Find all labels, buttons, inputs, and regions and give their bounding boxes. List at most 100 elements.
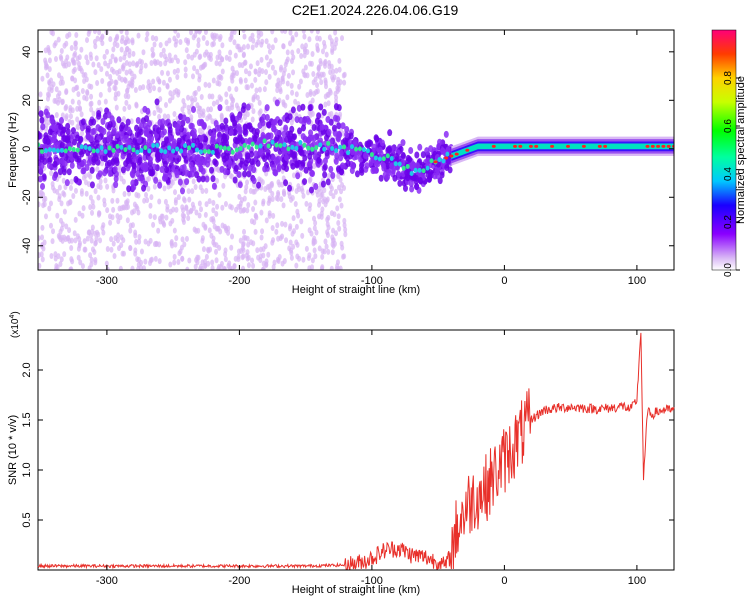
spectrogram-speckle: [230, 233, 235, 240]
spectrogram-speckle: [373, 166, 379, 174]
spectrogram-speckle: [110, 214, 115, 221]
spectrogram-speckle: [284, 116, 290, 124]
spectrogram-speckle: [144, 36, 149, 43]
spectrogram-speckle: [330, 241, 335, 248]
spectrogram-speckle: [204, 175, 210, 183]
spectrogram-ridge-dot: [373, 155, 378, 161]
spectrogram-ridge-dot: [401, 165, 406, 171]
spectrogram-speckle: [121, 65, 126, 72]
spectrogram-speckle: [41, 191, 46, 198]
spectrogram-speckle: [80, 263, 85, 270]
spectrogram-ridge-dot: [115, 143, 120, 149]
spectrogram-speckle: [45, 95, 50, 102]
spectrogram-speckle: [252, 188, 257, 195]
spectrogram-speckle: [118, 214, 123, 221]
spectrogram-speckle: [324, 51, 329, 58]
spectrogram-ridge-dot: [270, 139, 275, 145]
spectrogram-speckle: [127, 52, 132, 59]
spectrogram-ridge-dot: [409, 170, 414, 176]
spectrogram-speckle: [232, 39, 237, 46]
spectrogram-speckle: [327, 63, 332, 70]
spectrogram-speckle: [165, 203, 170, 210]
spectrogram-speckle: [333, 103, 339, 111]
spectrogram-speckle: [183, 72, 188, 79]
spectrogram-speckle: [78, 65, 83, 72]
spectrogram-x-tick-label: -200: [228, 275, 250, 287]
spectrogram-speckle: [342, 253, 347, 260]
spectrogram-speckle: [282, 257, 287, 264]
spectrogram-speckle: [293, 201, 298, 208]
spectrogram-speckle: [93, 69, 98, 76]
spectrogram-speckle: [88, 51, 93, 58]
spectrogram-speckle: [424, 147, 430, 155]
spectrogram-speckle: [297, 186, 302, 193]
spectrogram-ridge-dot: [63, 148, 68, 154]
spectrogram-ridge-dot: [278, 142, 283, 148]
spectrogram-speckle: [89, 93, 94, 100]
spectrogram-speckle: [293, 98, 298, 105]
spectrogram-speckle: [213, 159, 219, 167]
spectrogram-speckle: [285, 56, 290, 63]
spectrogram-speckle: [49, 253, 54, 260]
spectrogram-speckle: [273, 136, 279, 144]
spectrogram-speckle: [245, 179, 250, 186]
spectrogram-speckle: [86, 30, 91, 37]
spectrogram-speckle: [210, 175, 216, 183]
spectrogram-speckle: [174, 235, 179, 242]
spectrogram-speckle: [79, 46, 84, 53]
spectrogram-speckle: [102, 53, 107, 60]
spectrogram-speckle: [191, 178, 196, 185]
spectrogram-speckle: [295, 253, 300, 260]
spectrogram-speckle: [89, 256, 94, 263]
spectrogram-speckle: [333, 157, 339, 165]
spectrogram-speckle: [198, 105, 203, 112]
spectrogram-speckle: [275, 256, 280, 263]
spectrogram-speckle: [102, 169, 108, 177]
spectrogram-speckle: [138, 128, 144, 136]
spectrogram-speckle: [50, 123, 56, 131]
spectrogram-speckle: [73, 237, 78, 244]
spectrogram-speckle: [444, 164, 450, 172]
spectrogram-speckle: [195, 154, 201, 162]
spectrogram-speckle: [249, 218, 254, 225]
spectrogram-speckle: [437, 138, 443, 146]
spectrogram-speckle: [288, 239, 293, 246]
spectrogram-speckle: [102, 143, 108, 151]
spectrogram-speckle: [122, 105, 127, 112]
spectrogram-speckle: [338, 176, 343, 183]
spectrogram-speckle: [173, 30, 178, 34]
spectrogram-speckle: [342, 137, 348, 145]
spectrogram-speckle: [116, 232, 121, 239]
spectrogram-ridge-dot: [119, 144, 124, 150]
spectrogram-speckle: [335, 262, 340, 269]
spectrogram-speckle: [38, 105, 41, 112]
spectrogram-ridge-dot: [274, 142, 279, 148]
spectrogram-speckle: [204, 201, 209, 208]
spectrogram-speckle: [320, 180, 326, 188]
spectrogram-speckle: [245, 111, 250, 118]
spectrogram-speckle: [197, 212, 202, 219]
spectrogram-speckle: [279, 64, 284, 71]
spectrogram-speckle: [38, 201, 41, 208]
spectrogram-speckle: [92, 30, 97, 35]
spectrogram-speckle: [43, 213, 48, 220]
spectrogram-speckle: [331, 124, 337, 132]
spectrogram-speckle: [261, 252, 266, 259]
spectrogram-speckle: [251, 127, 257, 135]
spectrogram-speckle: [185, 266, 190, 270]
spectrogram-speckle: [177, 178, 183, 186]
spectrogram-speckle: [194, 227, 199, 234]
spectrogram-speckle: [303, 48, 308, 55]
spectrogram-speckle: [176, 194, 181, 201]
spectrogram-ridge-dot: [238, 145, 243, 151]
spectrogram-y-axis-label: Frequency (Hz): [7, 112, 19, 188]
spectrogram-speckle: [300, 159, 306, 167]
spectrogram-speckle: [310, 257, 315, 264]
spectrogram-speckle: [343, 226, 348, 233]
spectrogram-speckle: [144, 115, 150, 123]
spectrogram-speckle: [49, 77, 54, 84]
spectrogram-speckle: [271, 212, 276, 219]
spectrogram-speckle: [224, 99, 229, 106]
spectrogram-speckle: [107, 86, 112, 93]
